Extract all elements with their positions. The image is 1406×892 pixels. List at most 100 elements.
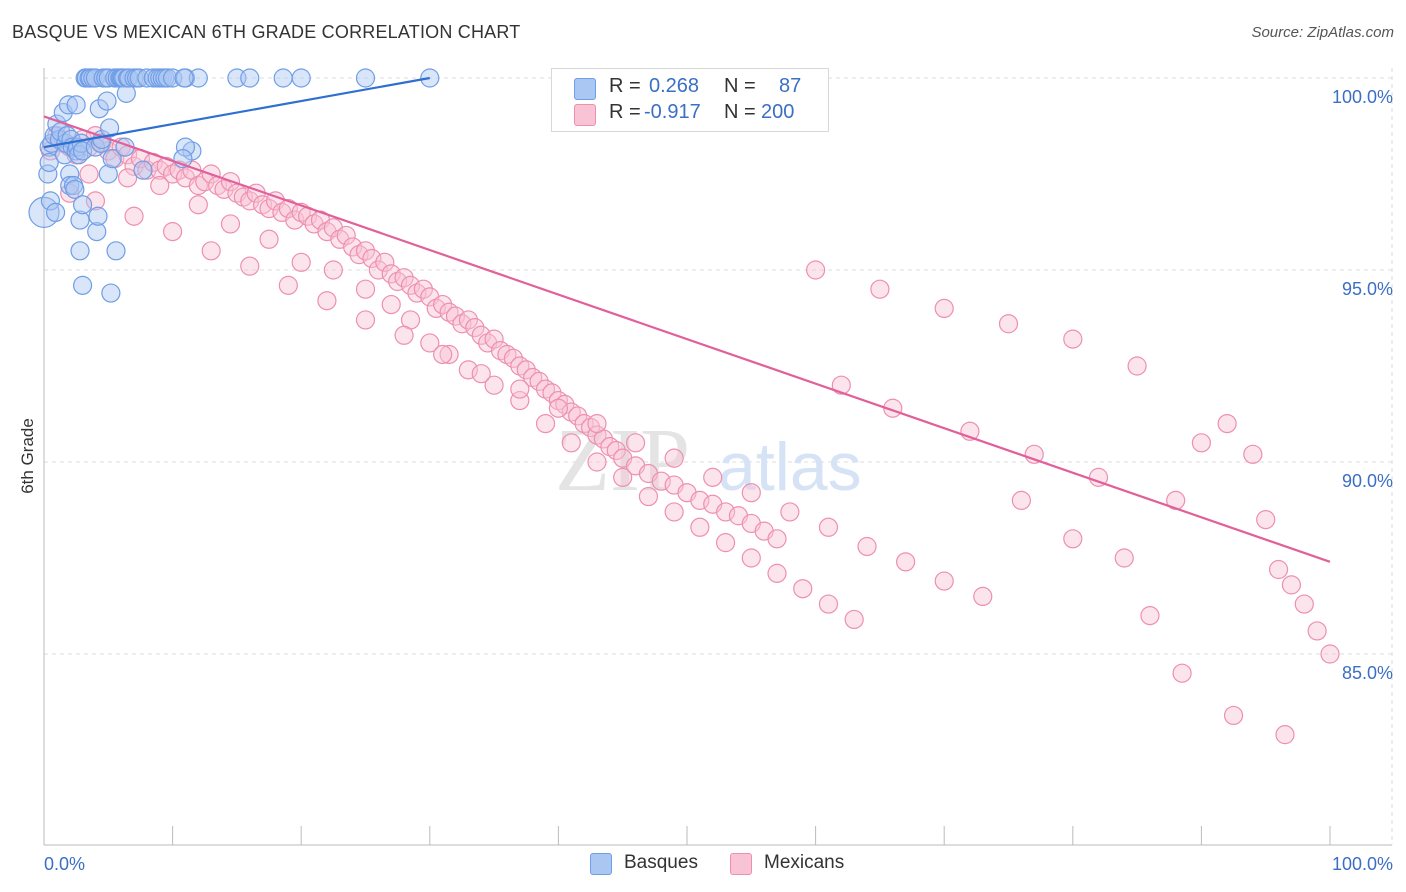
data-point-mexican bbox=[355, 241, 376, 261]
tick-labels: 85.0% 90.0% 95.0% 100.0% 0.0% 100.0% bbox=[44, 87, 1393, 874]
data-point-mexican bbox=[259, 198, 279, 219]
series-basques bbox=[28, 68, 440, 303]
data-point-mexican bbox=[510, 390, 530, 411]
data-point-mexican bbox=[240, 256, 260, 276]
data-point-mexican bbox=[561, 433, 581, 453]
data-point-basque bbox=[89, 99, 109, 119]
data-point-mexican bbox=[471, 364, 491, 384]
data-point-basque bbox=[72, 195, 93, 215]
data-point-mexican bbox=[1256, 509, 1276, 530]
data-point-mexican bbox=[278, 198, 298, 219]
data-point-basque bbox=[106, 241, 126, 261]
data-point-mexican bbox=[587, 452, 607, 472]
data-point-basque bbox=[58, 95, 79, 115]
data-point-mexican bbox=[420, 333, 440, 353]
data-point-mexican bbox=[368, 260, 388, 280]
bottom-legend-swatch-mexicans bbox=[730, 853, 752, 875]
data-point-mexican bbox=[1281, 575, 1302, 595]
trend-lines bbox=[43, 76, 1331, 563]
data-point-basque bbox=[69, 145, 89, 165]
y-axis-label: 6th Grade bbox=[18, 418, 37, 494]
data-point-basque bbox=[65, 179, 85, 199]
data-point-basque bbox=[60, 164, 80, 184]
data-point-mexican bbox=[124, 206, 144, 226]
y-tick-label: 85.0% bbox=[1342, 663, 1393, 683]
data-point-mexican bbox=[767, 529, 787, 549]
data-point-basque bbox=[116, 83, 136, 103]
trend-line-basques bbox=[43, 76, 430, 149]
legend-r-value: -0.917 bbox=[644, 101, 701, 123]
watermark-zip: ZIP bbox=[555, 411, 690, 510]
data-point-mexican bbox=[317, 291, 337, 311]
data-point-mexican bbox=[471, 325, 491, 345]
data-point-mexican bbox=[188, 195, 208, 215]
data-point-mexican bbox=[1063, 329, 1083, 349]
data-point-mexican bbox=[381, 264, 401, 284]
data-point-mexican bbox=[741, 483, 761, 503]
data-point-mexican bbox=[117, 168, 138, 188]
data-point-mexican bbox=[606, 440, 626, 461]
data-point-mexican bbox=[793, 579, 813, 599]
x-tick-label: 100.0% bbox=[1332, 854, 1393, 874]
data-point-mexican bbox=[870, 279, 890, 299]
data-point-mexican bbox=[1172, 663, 1192, 683]
data-point-mexican bbox=[1320, 644, 1340, 664]
data-point-mexican bbox=[439, 344, 459, 365]
bottom-legend-label-basques: Basques bbox=[624, 852, 698, 873]
legend-swatch-basques bbox=[574, 78, 596, 100]
y-tick-label: 90.0% bbox=[1342, 471, 1393, 491]
data-point-mexican bbox=[381, 294, 401, 315]
data-point-mexican bbox=[690, 490, 710, 510]
data-point-basque bbox=[175, 137, 196, 157]
data-point-mexican bbox=[400, 275, 421, 295]
data-point-basque bbox=[40, 191, 61, 211]
data-point-mexican bbox=[741, 548, 761, 568]
data-point-mexican bbox=[529, 371, 549, 391]
data-point-mexican bbox=[433, 344, 453, 365]
data-point-basque bbox=[88, 206, 108, 226]
legend-n-value: 87 bbox=[779, 75, 802, 97]
data-point-mexican bbox=[343, 237, 363, 257]
data-point-basque bbox=[72, 275, 93, 295]
data-point-mexican bbox=[625, 433, 646, 453]
data-point-mexican bbox=[638, 486, 659, 507]
data-point-mexican bbox=[394, 325, 414, 345]
data-point-mexican bbox=[1307, 621, 1327, 641]
data-point-mexican bbox=[715, 533, 736, 553]
data-point-mexican bbox=[973, 586, 993, 607]
chart-title: BASQUE VS MEXICAN 6TH GRADE CORRELATION … bbox=[12, 22, 521, 42]
data-point-mexican bbox=[458, 360, 478, 380]
data-point-basque bbox=[99, 118, 120, 138]
data-point-mexican bbox=[214, 179, 234, 199]
data-point-mexican bbox=[1140, 605, 1160, 626]
data-point-mexican bbox=[568, 406, 588, 426]
data-point-mexican bbox=[323, 260, 343, 280]
data-point-basque bbox=[273, 68, 293, 88]
data-point-mexican bbox=[484, 329, 504, 349]
data-point-mexican bbox=[1223, 705, 1244, 726]
data-point-mexican bbox=[201, 241, 221, 261]
data-point-basque bbox=[101, 283, 121, 303]
data-point-mexican bbox=[150, 175, 170, 196]
data-point-mexican bbox=[548, 398, 569, 418]
data-point-mexican bbox=[690, 517, 710, 537]
chart-source: Source: ZipAtlas.com bbox=[1251, 24, 1394, 41]
data-point-basque bbox=[355, 68, 376, 88]
data-point-mexican bbox=[445, 306, 466, 326]
data-point-mexican bbox=[818, 594, 839, 614]
data-point-mexican bbox=[1268, 559, 1289, 580]
data-point-basque bbox=[97, 91, 117, 111]
data-point-mexican bbox=[1275, 725, 1295, 745]
data-point-mexican bbox=[857, 536, 877, 557]
data-point-mexican bbox=[362, 248, 382, 269]
legend-n-value: 200 bbox=[761, 101, 795, 123]
legend-r-value: 0.268 bbox=[649, 75, 700, 97]
data-point-mexican bbox=[1063, 529, 1083, 549]
data-point-mexican bbox=[85, 191, 106, 211]
data-point-basque bbox=[70, 210, 90, 230]
watermark-atlas: atlas bbox=[718, 429, 862, 505]
series-mexicans bbox=[40, 126, 1340, 745]
data-point-basque bbox=[174, 68, 194, 88]
data-point-mexican bbox=[998, 314, 1019, 334]
data-point-basque bbox=[188, 68, 208, 88]
